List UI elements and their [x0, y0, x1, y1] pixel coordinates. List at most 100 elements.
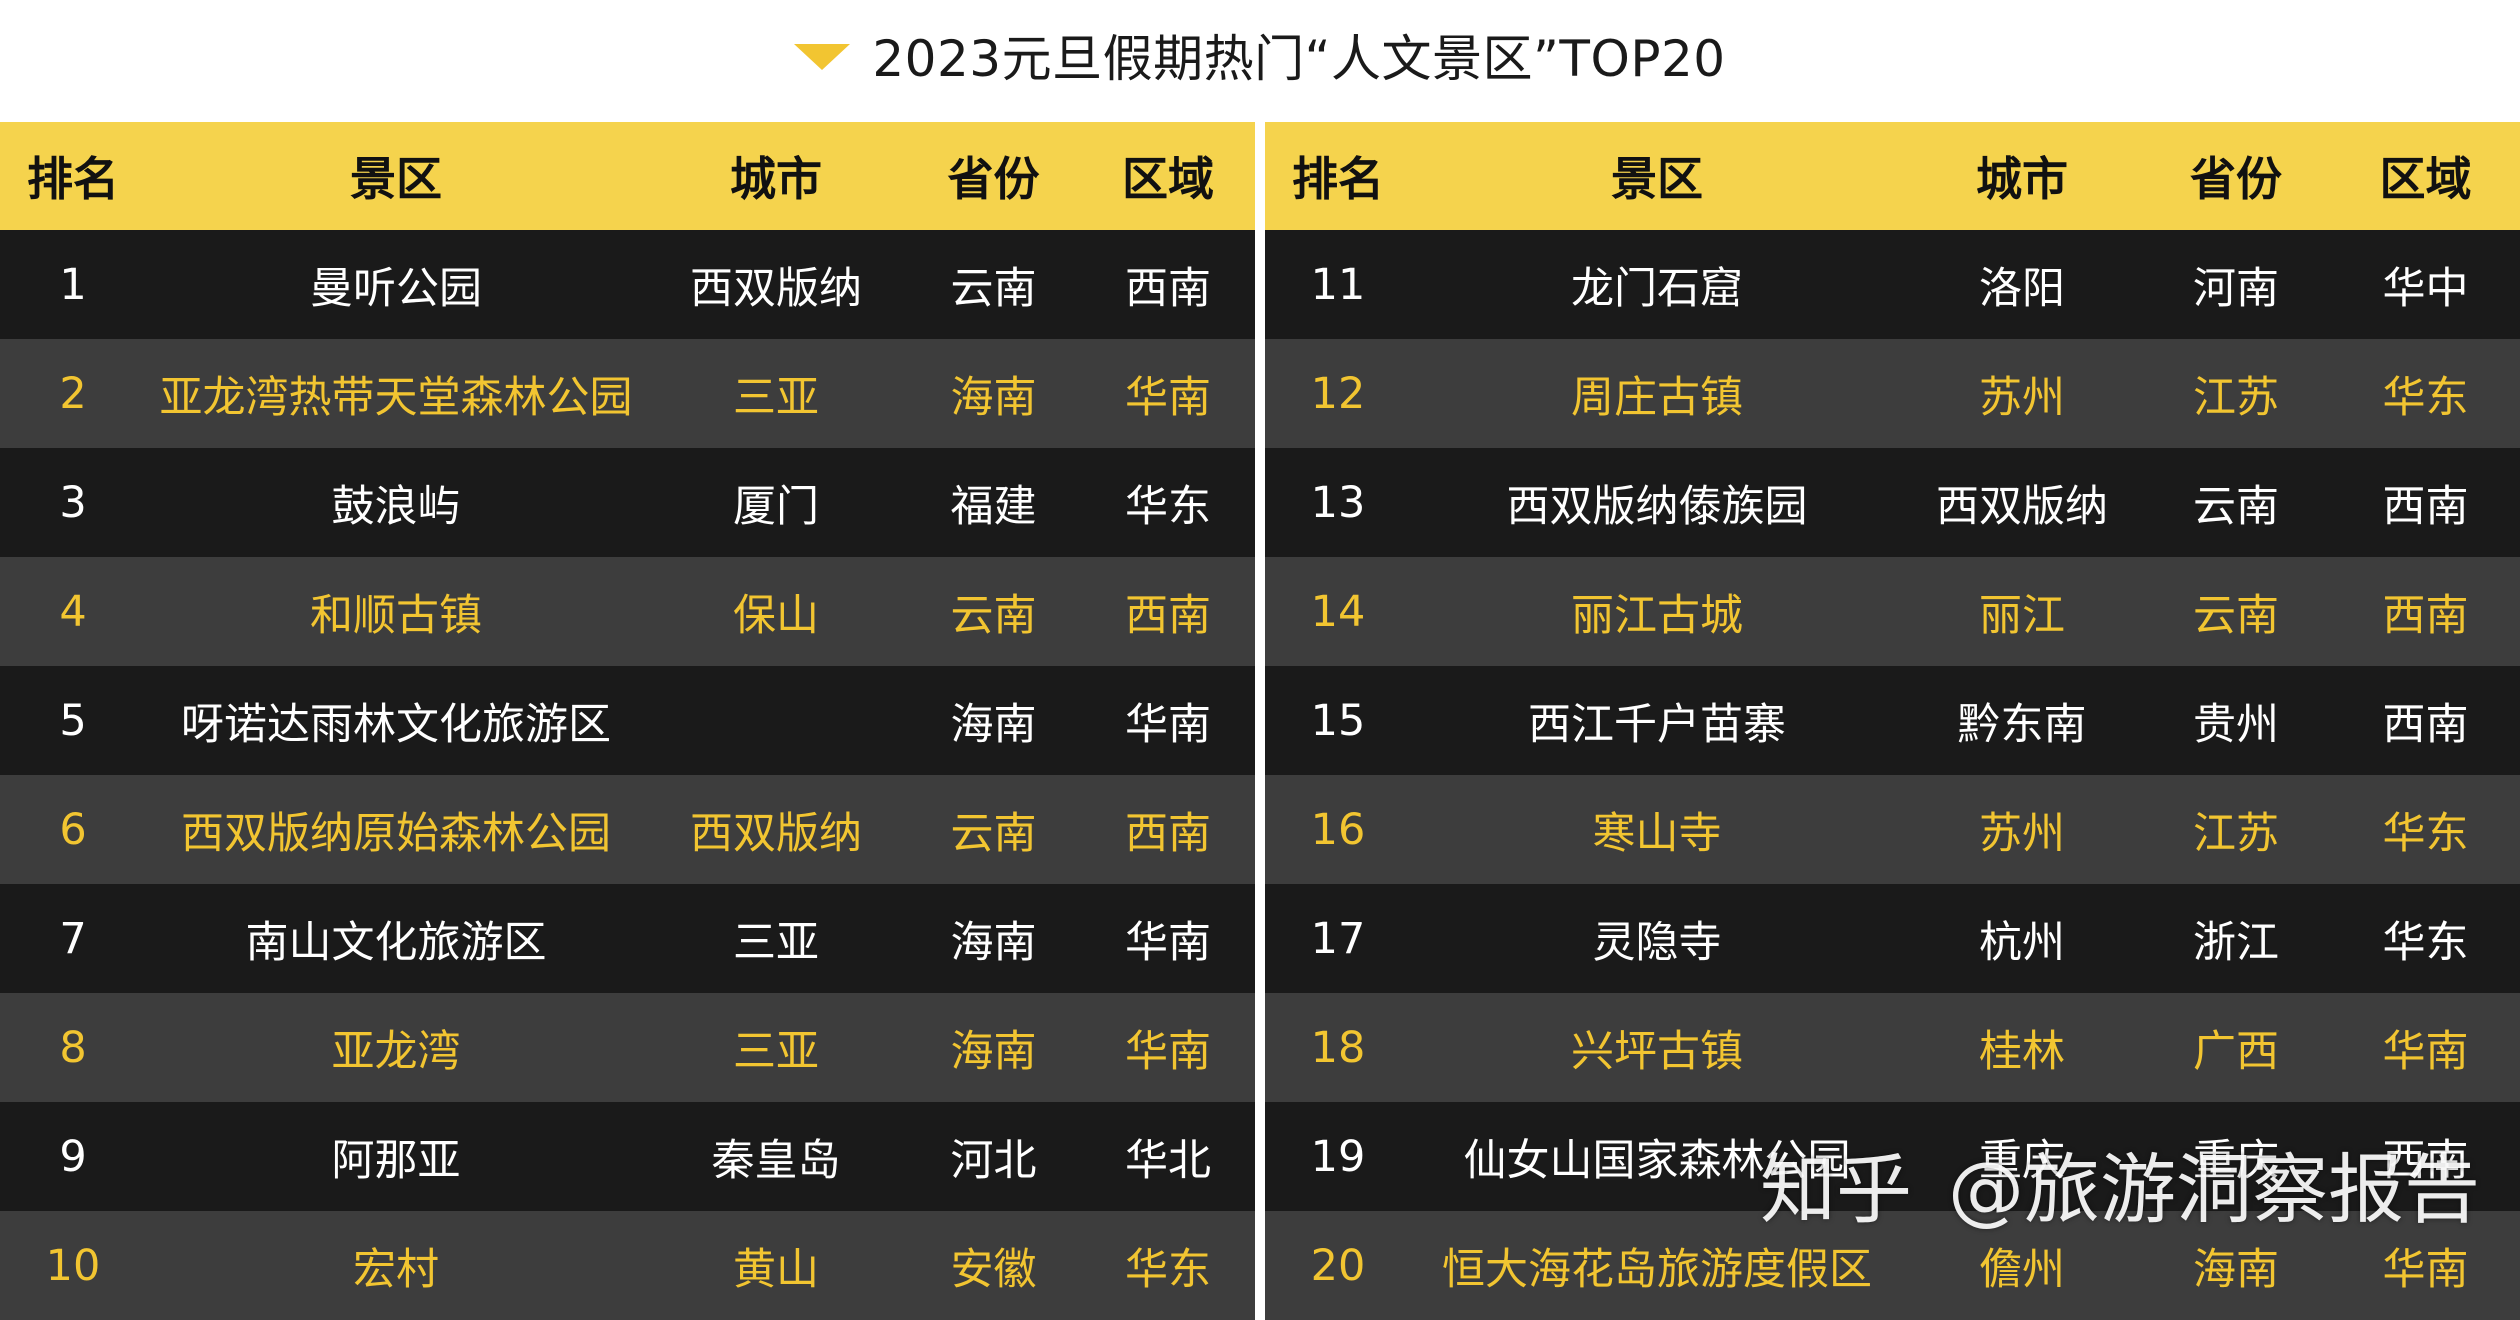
region-cell: 华东	[1125, 1244, 1211, 1295]
province-cell: 云南	[2193, 590, 2279, 641]
rank-cell: 17	[1310, 913, 1366, 964]
city-cell: 苏州	[1979, 808, 2065, 859]
city-cell: 三亚	[733, 372, 819, 423]
rank-cell: 5	[59, 695, 87, 746]
triangle-down-icon	[794, 44, 851, 70]
rank-cell: 13	[1310, 477, 1366, 528]
table-row: 7 南山文化旅游区 三亚 海南 华南	[0, 884, 1255, 993]
region-cell: 华南	[2382, 1026, 2469, 1077]
province-cell: 广西	[2193, 1026, 2279, 1077]
spot-cell: 南山文化旅游区	[245, 917, 547, 968]
rank-cell: 3	[59, 477, 87, 528]
table-header: 排名 景区 城市 省份 区域	[1265, 122, 2520, 230]
page-title: 2023元旦假期热门“人文景区”TOP20	[872, 30, 1726, 88]
province-cell: 云南	[950, 808, 1037, 859]
rank-cell: 10	[45, 1240, 101, 1291]
region-cell: 华东	[2382, 372, 2469, 423]
table-row: 10 宏村 黄山 安徽 华东	[0, 1211, 1255, 1320]
table-row: 3 鼓浪屿 厦门 福建 华东	[0, 448, 1255, 557]
city-cell: 西双版纳	[690, 263, 862, 314]
province-cell: 海南	[950, 699, 1037, 750]
table-row: 1 曼听公园 西双版纳 云南 西南	[0, 230, 1255, 339]
region-cell: 华东	[1125, 481, 1211, 532]
rank-cell: 1	[59, 259, 87, 310]
province-cell: 云南	[950, 263, 1037, 314]
rank-cell: 6	[59, 804, 87, 855]
region-cell: 华中	[2382, 263, 2469, 314]
region-cell: 西南	[2382, 590, 2469, 641]
rank-cell: 7	[59, 913, 87, 964]
header-spot: 景区	[350, 152, 442, 206]
province-cell: 重庆	[2193, 1135, 2279, 1186]
spot-cell: 丽江古城	[1571, 590, 1743, 641]
table-row: 2 亚龙湾热带天堂森林公园 三亚 海南 华南	[0, 339, 1255, 448]
rank-cell: 18	[1310, 1022, 1366, 1073]
table-row: 16 寒山寺 苏州 江苏 华东	[1265, 775, 2520, 884]
rank-cell: 15	[1310, 695, 1366, 746]
table-row: 4 和顺古镇 保山 云南 西南	[0, 557, 1255, 666]
spot-cell: 阿那亚	[331, 1135, 461, 1186]
ranking-table-right: 排名 景区 城市 省份 区域 11 龙门石窟 洛阳 河南 华中 12 周庄古镇 …	[1265, 122, 2520, 1320]
province-cell: 海南	[950, 372, 1037, 423]
table-row: 19 仙女山国家森林公园 重庆 重庆 西南	[1265, 1102, 2520, 1211]
header-city: 城市	[1976, 152, 2068, 206]
province-cell: 海南	[950, 917, 1037, 968]
spot-cell: 曼听公园	[310, 263, 482, 314]
city-cell: 桂林	[1979, 1026, 2065, 1077]
city-cell: 秦皇岛	[711, 1135, 841, 1186]
region-cell: 华南	[2382, 1244, 2469, 1295]
province-cell: 云南	[950, 590, 1037, 641]
rank-cell: 14	[1310, 586, 1366, 637]
region-cell: 西南	[2382, 1135, 2469, 1186]
spot-cell: 寒山寺	[1592, 808, 1722, 859]
city-cell: 丽江	[1979, 590, 2065, 641]
province-cell: 河南	[2193, 263, 2279, 314]
region-cell: 西南	[2382, 481, 2469, 532]
spot-cell: 宏村	[353, 1244, 439, 1295]
city-cell: 黔东南	[1957, 699, 2087, 750]
table-row: 12 周庄古镇 苏州 江苏 华东	[1265, 339, 2520, 448]
spot-cell: 周庄古镇	[1571, 372, 1743, 423]
region-cell: 西南	[2382, 699, 2469, 750]
rank-cell: 12	[1310, 368, 1366, 419]
region-cell: 西南	[1125, 263, 1211, 314]
region-cell: 西南	[1125, 590, 1211, 641]
rank-cell: 20	[1310, 1240, 1366, 1291]
region-cell: 华北	[1125, 1135, 1211, 1186]
city-cell: 三亚	[733, 1026, 819, 1077]
table-row: 13 西双版纳傣族园 西双版纳 云南 西南	[1265, 448, 2520, 557]
spot-cell: 和顺古镇	[310, 590, 482, 641]
header-province: 省份	[947, 152, 1040, 206]
table-row: 15 西江千户苗寨 黔东南 贵州 西南	[1265, 666, 2520, 775]
city-cell: 厦门	[733, 481, 819, 532]
spot-cell: 呀诺达雨林文化旅游区	[181, 699, 611, 750]
header-province: 省份	[2190, 152, 2282, 206]
ranking-table-left: 排名 景区 城市 省份 区域 1 曼听公园 西双版纳 云南 西南 2 亚龙湾热带…	[0, 122, 1255, 1320]
rank-cell: 8	[59, 1022, 87, 1073]
region-cell: 西南	[1125, 808, 1211, 859]
region-cell: 华南	[1125, 917, 1211, 968]
table-header: 排名 景区 城市 省份 区域	[0, 122, 1255, 230]
table-row: 5 呀诺达雨林文化旅游区 海南 华南	[0, 666, 1255, 775]
spot-cell: 鼓浪屿	[331, 481, 461, 532]
city-cell: 西双版纳	[1936, 481, 2108, 532]
spot-cell: 亚龙湾	[331, 1026, 461, 1077]
province-cell: 福建	[950, 481, 1037, 532]
spot-cell: 兴坪古镇	[1571, 1026, 1743, 1077]
rank-cell: 11	[1310, 259, 1366, 310]
table-row: 14 丽江古城 丽江 云南 西南	[1265, 557, 2520, 666]
province-cell: 海南	[950, 1026, 1037, 1077]
title-bar: 2023元旦假期热门“人文景区”TOP20	[0, 0, 2520, 110]
province-cell: 海南	[2193, 1244, 2279, 1295]
region-cell: 华东	[2382, 808, 2469, 859]
region-cell: 华南	[1125, 372, 1211, 423]
province-cell: 江苏	[2193, 808, 2279, 859]
spot-cell: 亚龙湾热带天堂森林公园	[159, 372, 633, 423]
table-row: 11 龙门石窟 洛阳 河南 华中	[1265, 230, 2520, 339]
city-cell: 保山	[733, 590, 819, 641]
city-cell	[646, 666, 906, 775]
province-cell: 云南	[2193, 481, 2279, 532]
city-cell: 儋州	[1979, 1244, 2065, 1295]
spot-cell: 西双版纳原始森林公园	[181, 808, 611, 859]
city-cell: 杭州	[1979, 917, 2065, 968]
